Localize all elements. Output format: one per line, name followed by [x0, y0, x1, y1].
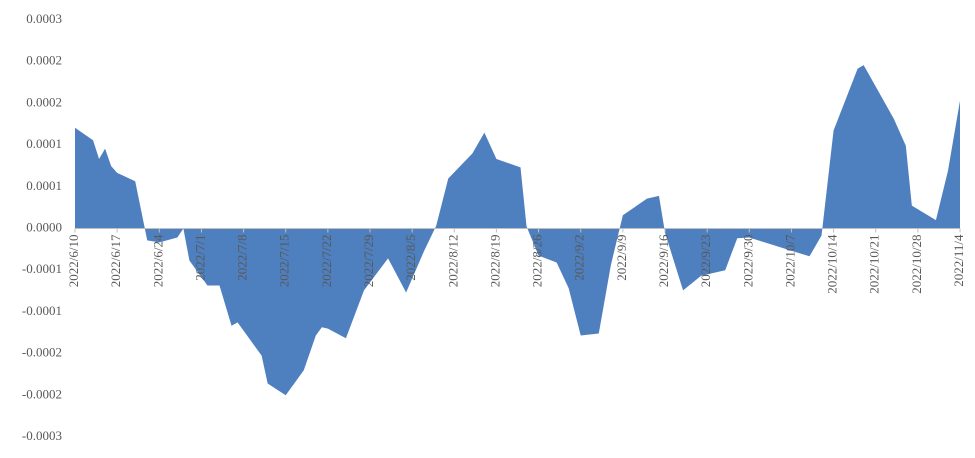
y-tick-label: 0.0000	[26, 219, 62, 234]
x-tick-label: 2022/6/10	[66, 235, 81, 288]
y-tick-label: 0.0002	[26, 94, 62, 109]
x-tick-label: 2022/7/15	[277, 235, 292, 288]
x-tick-label: 2022/8/19	[487, 235, 502, 288]
x-tick-label: 2022/9/16	[656, 234, 671, 287]
y-tick-label: 0.0001	[26, 136, 62, 151]
y-tick-label: -0.0001	[22, 303, 62, 318]
x-tick-label: 2022/6/17	[108, 234, 123, 287]
x-tick-label: 2022/9/2	[572, 235, 587, 281]
area	[75, 65, 960, 396]
x-tick-label: 2022/6/24	[150, 234, 165, 287]
x-tick-label: 2022/9/9	[614, 235, 629, 281]
y-tick-label: -0.0001	[22, 261, 62, 276]
x-tick-label: 2022/10/21	[867, 235, 882, 294]
y-tick-label: 0.0003	[26, 11, 62, 26]
y-tick-label: -0.0003	[22, 428, 62, 443]
y-tick-label: -0.0002	[22, 386, 62, 401]
x-tick-label: 2022/9/23	[698, 235, 713, 288]
x-tick-label: 2022/8/5	[403, 235, 418, 281]
x-tick-label: 2022/7/22	[319, 235, 334, 288]
y-tick-label: -0.0002	[22, 345, 62, 360]
x-tick-label: 2022/7/8	[235, 234, 250, 280]
x-tick-label: 2022/7/1	[192, 235, 207, 281]
x-tick-label: 2022/7/29	[361, 235, 376, 288]
x-tick-label: 2022/10/28	[909, 235, 924, 294]
x-tick-label: 2022/8/26	[530, 234, 545, 287]
y-tick-label: 0.0001	[26, 178, 62, 193]
y-tick-label: 0.0002	[26, 53, 62, 68]
x-tick-label: 2022/11/4	[951, 234, 966, 287]
x-tick-label: 2022/9/30	[740, 235, 755, 288]
x-tick-label: 2022/8/12	[445, 235, 460, 288]
x-tick-label: 2022/10/7	[782, 234, 797, 287]
x-tick-label: 2022/10/14	[825, 234, 840, 294]
